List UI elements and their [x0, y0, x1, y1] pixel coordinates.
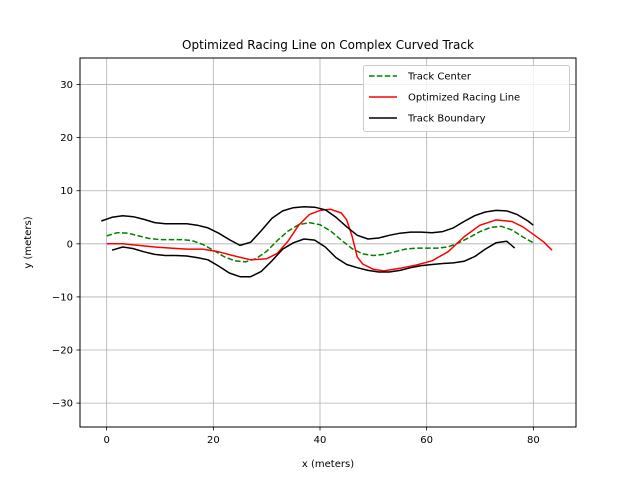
legend-label-0: Track Center [407, 72, 472, 83]
y-tick-label: 0 [67, 239, 73, 250]
y-axis-label: y (meters) [23, 216, 34, 268]
y-tick-label: −30 [52, 399, 73, 410]
legend: Track Center Optimized Racing Line Track B… [363, 65, 570, 132]
plot-lines [101, 205, 553, 278]
x-tick-label: 40 [314, 435, 327, 446]
y-tick-label: 20 [60, 133, 73, 144]
series-line-0 [106, 221, 534, 263]
series-line-1 [106, 208, 553, 272]
series-line-2 [101, 205, 534, 247]
axis-ticks: 0 20 40 60 80 −30 −20 −10 0 10 20 30 [52, 80, 540, 446]
y-tick-label: 30 [60, 80, 73, 91]
series-line-3 [111, 238, 516, 278]
x-axis-label: x (meters) [302, 459, 354, 470]
plot-frame [79, 57, 577, 428]
x-tick-label: 60 [420, 435, 433, 446]
grid [80, 58, 576, 427]
x-tick-label: 80 [527, 435, 540, 446]
y-tick-label: −10 [52, 292, 73, 303]
chart-title: Optimized Racing Line on Complex Curved … [182, 38, 474, 52]
y-tick-label: 10 [60, 186, 73, 197]
x-tick-label: 0 [103, 435, 109, 446]
x-tick-label: 20 [207, 435, 220, 446]
legend-box [363, 65, 570, 132]
y-tick-label: −20 [52, 346, 73, 357]
legend-label-2: Track Boundary [407, 114, 486, 125]
legend-label-1: Optimized Racing Line [408, 93, 520, 104]
